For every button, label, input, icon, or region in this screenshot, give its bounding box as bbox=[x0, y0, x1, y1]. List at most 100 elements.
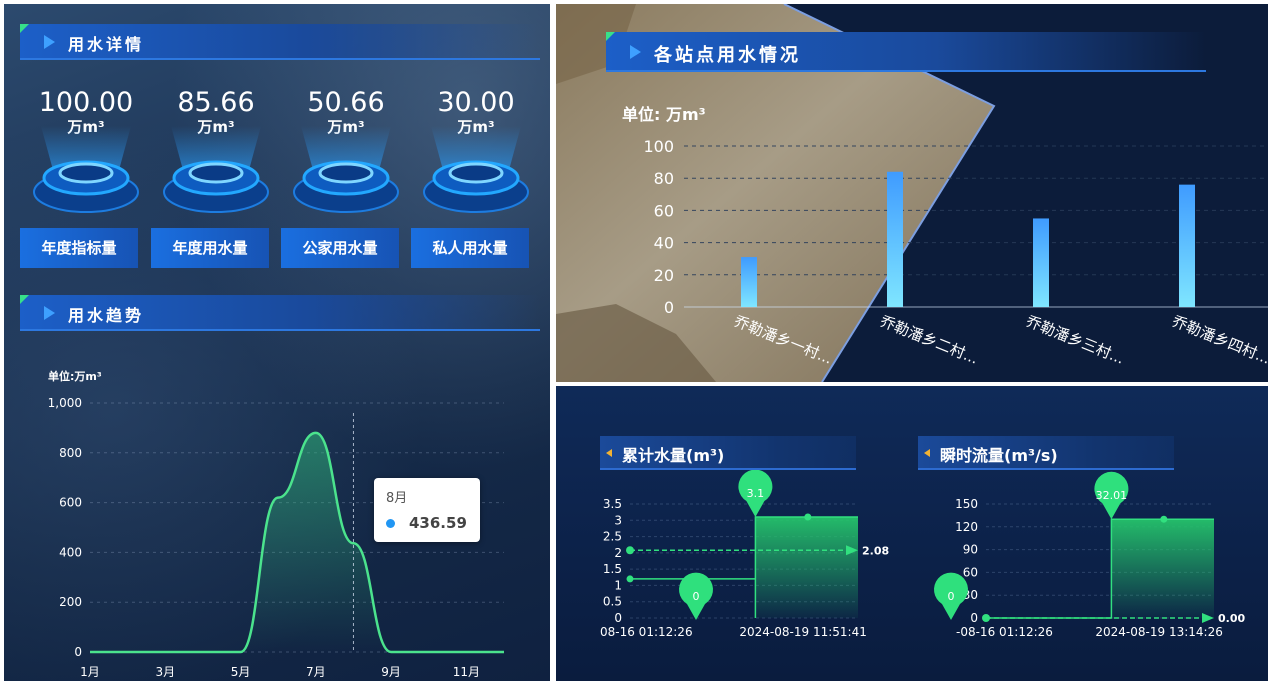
section-title: 用水趋势 bbox=[68, 306, 145, 325]
station-y-unit: 单位: 万m³ bbox=[622, 105, 706, 124]
section-header-stations: 各站点用水情况 bbox=[606, 32, 1206, 72]
label-public-usage[interactable]: 公家用水量 bbox=[281, 228, 399, 268]
water-usage-panel: 用水详情 100.00 万m³ 85.66 万m³ 50.66 万m³ 30.0… bbox=[4, 4, 550, 681]
x-tick-label: 5月 bbox=[231, 665, 251, 679]
bar bbox=[741, 257, 757, 307]
y-tick-label: 120 bbox=[955, 520, 978, 534]
y-tick-label: 1.5 bbox=[603, 562, 622, 576]
label-private-usage[interactable]: 私人用水量 bbox=[411, 228, 529, 268]
area-fill bbox=[90, 432, 504, 652]
end-label: 2.08 bbox=[862, 544, 889, 557]
y-tick-label: 0 bbox=[970, 611, 978, 625]
pin-marker bbox=[934, 572, 968, 620]
corner-accent-icon bbox=[20, 295, 29, 304]
water-pedestal-icon bbox=[33, 126, 139, 213]
x-tick-label: -08-16 01:12:26 bbox=[956, 625, 1053, 639]
pin-label: 3.1 bbox=[747, 487, 765, 500]
section-title: 累计水量(m³) bbox=[622, 446, 725, 465]
caret-icon bbox=[606, 449, 612, 457]
y-tick-label: 600 bbox=[59, 496, 82, 510]
cumulative-header: 累计水量(m³) bbox=[600, 436, 856, 470]
y-tick-label: 100 bbox=[643, 137, 674, 156]
y-tick-label: 200 bbox=[59, 595, 82, 609]
end-label: 0.00 bbox=[1218, 612, 1245, 625]
data-dot bbox=[982, 614, 990, 622]
y-tick-label: 80 bbox=[654, 169, 674, 188]
x-tick-label: 3月 bbox=[155, 665, 175, 679]
realtime-panel: 累计水量(m³) 瞬时流量(m³/s) 0 0.5 1 1.5 2 2.5 3 3.5 08-1… bbox=[556, 386, 1268, 681]
caret-icon bbox=[924, 449, 930, 457]
pin-label: 32.01 bbox=[1096, 489, 1128, 502]
y-tick-label: 20 bbox=[654, 266, 674, 285]
y-tick-label: 60 bbox=[654, 201, 674, 220]
data-dot bbox=[804, 513, 812, 521]
section-header-detail: 用水详情 bbox=[20, 24, 540, 60]
triangle-icon bbox=[44, 306, 55, 320]
tooltip-row: 436.59 bbox=[386, 514, 468, 532]
stat-value: 85.66 bbox=[177, 87, 255, 118]
pin-marker bbox=[738, 470, 773, 518]
y-tick-label: 2.5 bbox=[603, 530, 622, 544]
section-title: 用水详情 bbox=[68, 35, 145, 54]
y-tick-label: 400 bbox=[59, 545, 82, 559]
triangle-icon bbox=[630, 45, 641, 59]
x-tick-label: 7月 bbox=[306, 665, 326, 679]
label-annual-usage[interactable]: 年度用水量 bbox=[151, 228, 269, 268]
y-tick-label: 60 bbox=[963, 565, 978, 579]
arrow-icon bbox=[846, 545, 858, 556]
triangle-icon bbox=[44, 35, 55, 49]
mark-dot bbox=[626, 546, 634, 555]
stat-value: 100.00 bbox=[38, 87, 134, 118]
water-pedestal-icon bbox=[293, 126, 399, 213]
y-tick-label: 40 bbox=[654, 234, 674, 253]
water-pedestal-icon bbox=[423, 126, 529, 213]
pin-label: 0 bbox=[948, 590, 955, 603]
y-tick-label: 0 bbox=[664, 298, 674, 317]
series-dot-icon bbox=[386, 519, 395, 528]
y-tick-label: 1 bbox=[614, 578, 622, 592]
bar bbox=[1033, 218, 1049, 307]
pin-marker bbox=[1094, 471, 1129, 520]
satellite-map-background bbox=[556, 4, 996, 382]
flow-header: 瞬时流量(m³/s) bbox=[918, 436, 1174, 470]
x-tick-label: 乔勒潘乡一村... bbox=[732, 312, 835, 368]
series-line bbox=[90, 431, 504, 654]
bar bbox=[887, 171, 903, 307]
y-tick-label: 150 bbox=[955, 497, 978, 511]
cumulative-chart: 0 0.5 1 1.5 2 2.5 3 3.5 08-16 01:12:26 2024-08-19… bbox=[600, 470, 889, 639]
station-bar-chart: 0 20 40 60 80 100 乔勒潘乡一村... 乔勒潘乡二村... 乔勒潘乡三村... 乔… bbox=[643, 137, 1268, 368]
y-tick-label: 90 bbox=[963, 543, 978, 557]
y-tick-label: 800 bbox=[59, 446, 82, 460]
corner-accent-icon bbox=[20, 24, 29, 33]
chart-tooltip: 8月 436.59 bbox=[374, 478, 480, 542]
corner-accent-icon bbox=[606, 32, 615, 41]
arrow-icon bbox=[1202, 613, 1214, 623]
area-fill bbox=[755, 517, 858, 618]
x-tick-label: 11月 bbox=[453, 665, 480, 679]
label-annual-quota[interactable]: 年度指标量 bbox=[20, 228, 138, 268]
x-tick-label: 乔勒潘乡二村... bbox=[878, 312, 981, 368]
x-tick-label: 1月 bbox=[80, 665, 100, 679]
section-title: 各站点用水情况 bbox=[654, 45, 801, 66]
station-usage-panel: 各站点用水情况 单位: 万m³ 0 20 40 60 80 100 乔勒潘乡一村... 乔勒潘… bbox=[556, 4, 1268, 382]
y-tick-label: 3.5 bbox=[603, 497, 622, 511]
pin-marker bbox=[679, 572, 713, 620]
tooltip-month: 8月 bbox=[386, 491, 408, 506]
section-title: 瞬时流量(m³/s) bbox=[940, 446, 1058, 465]
x-tick-label: 9月 bbox=[381, 665, 401, 679]
stat-value: 50.66 bbox=[307, 87, 385, 118]
bar bbox=[1179, 184, 1195, 307]
data-dot bbox=[626, 575, 634, 583]
section-header-trend: 用水趋势 bbox=[20, 295, 540, 331]
y-tick-label: 3 bbox=[614, 513, 622, 527]
x-tick-label: 乔勒潘乡四村... bbox=[1170, 312, 1268, 368]
x-tick-label: 08-16 01:12:26 bbox=[600, 625, 693, 639]
data-dot bbox=[1160, 515, 1168, 523]
y-tick-label: 1,000 bbox=[48, 396, 82, 410]
y-tick-label: 0 bbox=[74, 645, 82, 659]
trend-y-unit: 单位:万m³ bbox=[48, 370, 102, 383]
x-tick-label: 2024-08-19 13:14:26 bbox=[1095, 625, 1222, 639]
area-fill bbox=[1111, 519, 1214, 618]
stat-value: 30.00 bbox=[437, 87, 515, 118]
x-tick-label: 乔勒潘乡三村... bbox=[1024, 312, 1127, 368]
